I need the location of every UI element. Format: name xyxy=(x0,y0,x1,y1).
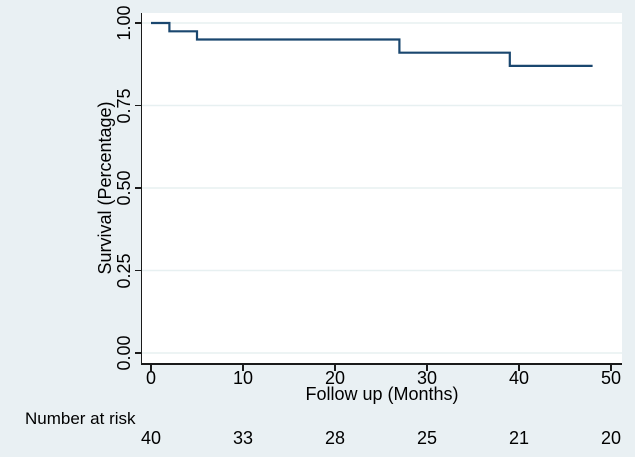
risk-count: 40 xyxy=(140,428,162,448)
risk-count: 21 xyxy=(508,428,530,448)
x-tick-label: 20 xyxy=(324,368,346,388)
x-axis-title: Follow up (Months) xyxy=(305,384,459,404)
plot-area xyxy=(142,13,622,363)
y-tick-label: 0.25 xyxy=(114,252,134,289)
risk-count: 28 xyxy=(324,428,346,448)
y-tick-label: 0.50 xyxy=(114,170,134,206)
y-axis-line xyxy=(140,13,142,365)
survival-step-curve xyxy=(151,21,593,68)
x-tick-mark xyxy=(426,364,428,371)
y-tick-mark xyxy=(134,22,141,24)
y-tick-label: 0.75 xyxy=(114,87,134,124)
risk-count: 25 xyxy=(416,428,438,448)
survival-curve-canvas xyxy=(142,21,622,354)
risk-count: 33 xyxy=(232,428,254,448)
x-tick-mark xyxy=(610,364,612,371)
x-tick-mark xyxy=(242,364,244,371)
y-tick-mark xyxy=(134,352,141,354)
y-tick-label: 1.00 xyxy=(114,5,134,41)
x-axis-line xyxy=(140,363,622,365)
x-tick-label: 50 xyxy=(600,368,622,388)
y-tick-mark xyxy=(134,187,141,189)
y-tick-mark xyxy=(134,104,141,107)
x-tick-label: 40 xyxy=(508,368,530,388)
y-tick-mark xyxy=(134,269,141,272)
x-tick-label: 10 xyxy=(232,368,254,388)
x-tick-label: 30 xyxy=(416,368,438,388)
y-tick-label: 0.00 xyxy=(114,335,134,371)
x-tick-mark xyxy=(150,364,152,371)
x-tick-label: 0 xyxy=(145,368,157,388)
number-at-risk-label: Number at risk xyxy=(25,409,136,428)
y-axis-title: Survival (Percentage) xyxy=(95,101,115,275)
x-tick-mark xyxy=(518,364,520,371)
x-tick-mark xyxy=(334,364,336,371)
risk-count: 20 xyxy=(600,428,622,448)
